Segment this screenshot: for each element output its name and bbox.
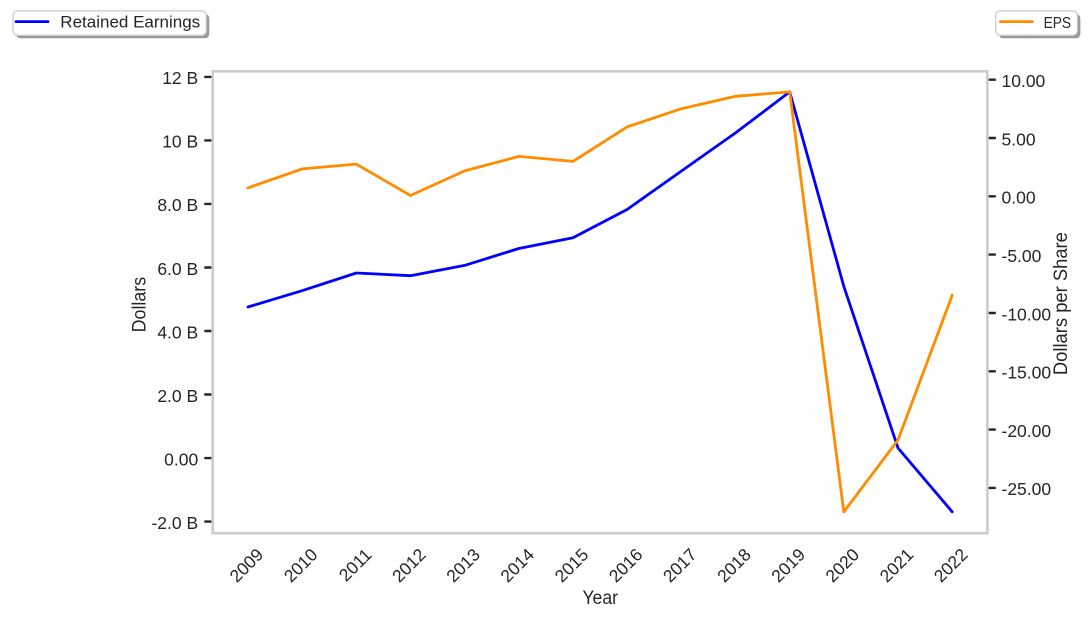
svg-text:-5.00: -5.00 bbox=[1002, 246, 1042, 266]
svg-text:-20.00: -20.00 bbox=[1002, 421, 1052, 441]
svg-text:6.0 B: 6.0 B bbox=[157, 259, 198, 279]
svg-text:10 B: 10 B bbox=[162, 132, 198, 152]
svg-text:10.00: 10.00 bbox=[1002, 71, 1046, 91]
svg-text:0.00: 0.00 bbox=[1002, 188, 1036, 208]
svg-text:EPS: EPS bbox=[1044, 15, 1072, 32]
svg-text:-15.00: -15.00 bbox=[1002, 363, 1052, 383]
svg-text:-25.00: -25.00 bbox=[1002, 479, 1052, 499]
svg-text:2.0 B: 2.0 B bbox=[157, 386, 198, 406]
svg-text:Dollars per Share: Dollars per Share bbox=[1051, 232, 1072, 375]
svg-text:-10.00: -10.00 bbox=[1002, 304, 1052, 324]
svg-text:Dollars: Dollars bbox=[130, 277, 151, 333]
svg-text:-2.0 B: -2.0 B bbox=[151, 513, 198, 533]
svg-text:Retained Earnings: Retained Earnings bbox=[60, 12, 200, 31]
svg-text:Year: Year bbox=[582, 588, 618, 609]
svg-text:4.0 B: 4.0 B bbox=[157, 322, 198, 342]
svg-text:0.00: 0.00 bbox=[164, 449, 198, 469]
svg-text:12 B: 12 B bbox=[162, 68, 198, 88]
svg-text:5.00: 5.00 bbox=[1002, 129, 1036, 149]
svg-text:8.0 B: 8.0 B bbox=[157, 195, 198, 215]
